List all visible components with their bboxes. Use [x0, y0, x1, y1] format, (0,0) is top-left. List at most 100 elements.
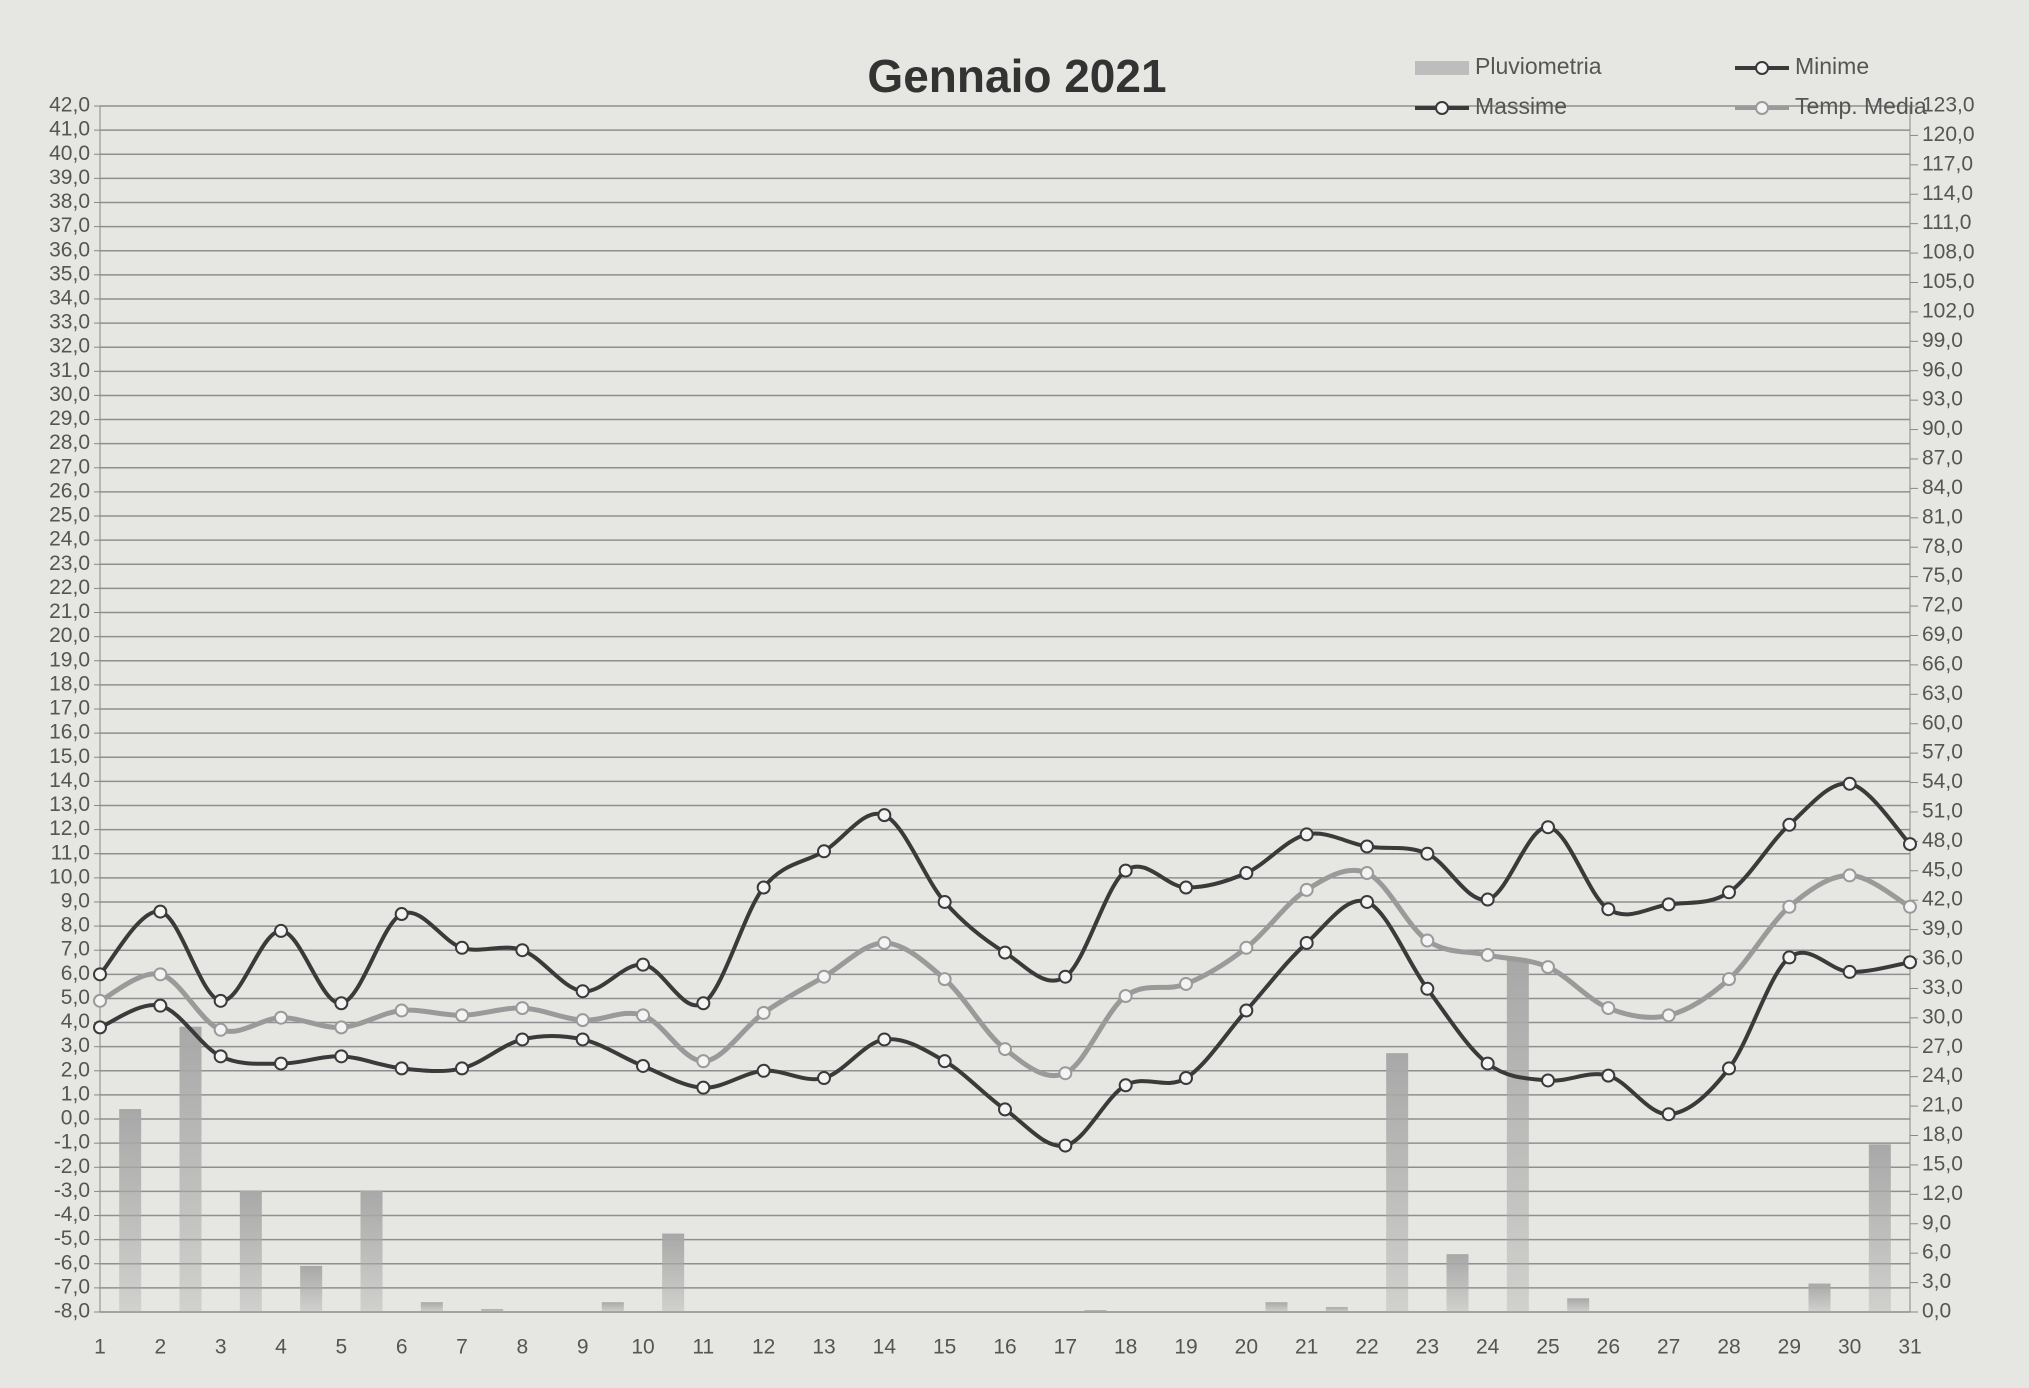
line-marker — [1420, 846, 1435, 861]
y-tick-label: 18,0 — [49, 672, 90, 695]
line-marker — [1541, 1073, 1555, 1088]
legend-label: Minime — [1795, 53, 1869, 79]
line-marker — [1601, 1068, 1616, 1083]
y-tick-label: 40,0 — [49, 142, 90, 165]
rain-bar — [239, 1190, 262, 1312]
line-marker — [455, 1008, 469, 1023]
y2-tick-label: 24,0 — [1922, 1064, 1963, 1087]
y2-tick-label: 45,0 — [1922, 858, 1963, 881]
y2-tick-label: 84,0 — [1922, 476, 1963, 499]
y2-tick-label: 69,0 — [1922, 623, 1963, 646]
line-marker — [1541, 960, 1555, 975]
line-marker — [1299, 882, 1314, 897]
legend-label: Pluviometria — [1475, 53, 1602, 79]
line-marker — [153, 967, 168, 982]
y-tick-label: 20,0 — [49, 624, 90, 647]
line-marker — [575, 984, 590, 999]
y2-tick-label: 63,0 — [1922, 682, 1963, 705]
x-tick-label: 14 — [873, 1336, 897, 1359]
rain-bar — [601, 1302, 624, 1312]
rain-bar — [119, 1109, 142, 1312]
rain-bar — [481, 1309, 504, 1312]
line-marker — [1360, 866, 1374, 881]
line-marker — [575, 1013, 590, 1028]
x-tick-label: 3 — [215, 1336, 227, 1359]
line-marker — [1661, 1107, 1676, 1122]
y-tick-label: -5,0 — [54, 1227, 90, 1250]
x-tick-label: 6 — [396, 1336, 408, 1359]
y2-tick-label: 27,0 — [1922, 1035, 1963, 1058]
x-tick-label: 9 — [577, 1336, 589, 1359]
line-marker — [877, 935, 892, 950]
line-marker — [455, 1061, 469, 1076]
rain-bar — [1506, 959, 1529, 1312]
line-marker — [1480, 1056, 1495, 1071]
line-marker — [696, 1054, 711, 1069]
legend-label: Massime — [1475, 93, 1567, 119]
line-marker — [274, 1010, 288, 1025]
y2-tick-label: 3,0 — [1922, 1270, 1951, 1293]
line-marker — [1299, 935, 1314, 950]
x-tick-label: 27 — [1657, 1336, 1680, 1359]
y2-tick-label: 93,0 — [1922, 388, 1963, 411]
y2-tick-label: 57,0 — [1922, 741, 1963, 764]
x-tick-label: 31 — [1898, 1336, 1921, 1359]
x-tick-label: 28 — [1717, 1336, 1740, 1359]
y2-tick-label: 96,0 — [1922, 358, 1963, 381]
line-marker — [1903, 899, 1917, 914]
rain-bar — [1325, 1307, 1348, 1312]
rain-bar — [1868, 1144, 1891, 1312]
y2-tick-label: 75,0 — [1922, 564, 1963, 587]
y-tick-label: 39,0 — [49, 166, 90, 189]
y2-tick-label: 21,0 — [1922, 1094, 1963, 1117]
line — [98, 781, 1912, 1008]
line-marker — [93, 1020, 107, 1035]
legend-swatch — [1415, 61, 1469, 75]
x-tick-label: 21 — [1295, 1336, 1318, 1359]
line-marker — [756, 880, 771, 895]
line-marker — [213, 1022, 228, 1037]
line-marker — [93, 993, 107, 1008]
x-tick-label: 1 — [94, 1336, 106, 1359]
line-marker — [1299, 827, 1314, 842]
y-tick-label: 0,0 — [61, 1107, 90, 1130]
line-marker — [937, 972, 952, 987]
line-marker — [394, 907, 409, 922]
rain-bar — [300, 1265, 323, 1312]
legend-marker — [1435, 101, 1449, 115]
line-marker — [1239, 1003, 1254, 1018]
line-marker — [274, 923, 288, 938]
line-marker — [1661, 1008, 1676, 1023]
y-tick-label: 22,0 — [49, 576, 90, 599]
y2-tick-label: 30,0 — [1922, 1005, 1963, 1028]
y2-tick-label: 78,0 — [1922, 535, 1963, 558]
line-marker — [1420, 933, 1435, 948]
line-marker — [1782, 817, 1797, 832]
line-marker — [1722, 885, 1736, 900]
x-tick-label: 19 — [1174, 1336, 1197, 1359]
line-marker — [153, 998, 168, 1013]
x-tick-label: 15 — [933, 1336, 956, 1359]
y-tick-label: -3,0 — [54, 1179, 90, 1202]
line-marker — [1661, 897, 1676, 912]
y2-tick-label: 54,0 — [1922, 770, 1963, 793]
line-marker — [153, 904, 168, 919]
x-tick-label: 17 — [1054, 1336, 1077, 1359]
y-tick-label: 17,0 — [49, 697, 90, 720]
x-tick-label: 11 — [692, 1336, 714, 1359]
line-marker — [937, 894, 952, 909]
x-tick-label: 16 — [993, 1336, 1016, 1359]
y-tick-label: 41,0 — [49, 118, 90, 141]
y-tick-label: 4,0 — [61, 1010, 90, 1033]
y2-tick-label: 81,0 — [1922, 505, 1963, 528]
y2-tick-label: 114,0 — [1922, 182, 1973, 205]
line-marker — [696, 996, 711, 1011]
line-marker — [455, 940, 469, 955]
y-tick-label: 5,0 — [61, 986, 90, 1009]
legend-marker — [1755, 101, 1769, 115]
y-tick-label: 6,0 — [61, 962, 90, 985]
y2-tick-label: 102,0 — [1922, 299, 1975, 322]
y-tick-label: 29,0 — [49, 407, 90, 430]
line-marker — [1360, 894, 1374, 909]
